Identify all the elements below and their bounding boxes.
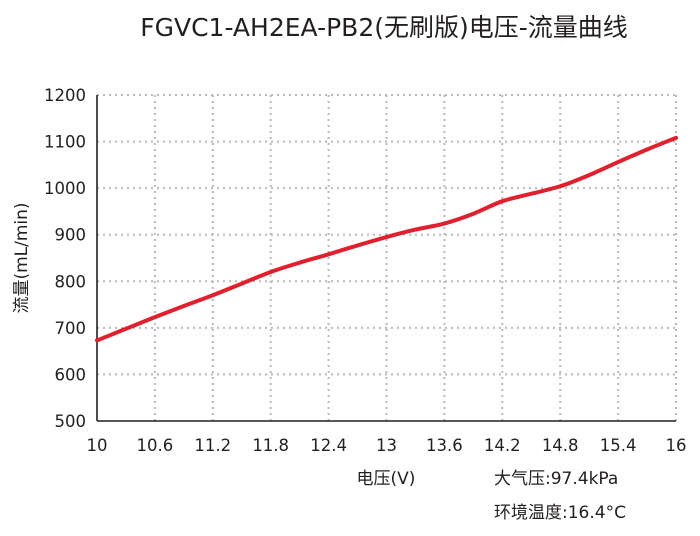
x-tick-label: 12.4: [310, 436, 347, 455]
x-tick-label: 11.2: [194, 436, 231, 455]
series-line: [95, 135, 678, 343]
x-tick-labels: 10 10.6 11.2 11.8 12.4 13 13.6 14.2 14.8 15.4 16: [87, 436, 687, 455]
y-tick-label: 800: [55, 272, 87, 291]
x-tick-label: 13: [376, 436, 397, 455]
y-tick-label: 700: [55, 319, 87, 338]
x-axis-label: 电压(V): [357, 469, 416, 489]
x-tick-label: 11.8: [252, 436, 289, 455]
x-tick-label: 16: [666, 436, 687, 455]
x-tick-label: 14.2: [484, 436, 521, 455]
y-tick-label: 1100: [44, 133, 86, 152]
y-tick-label: 600: [55, 365, 87, 384]
x-tick-label: 14.8: [542, 436, 579, 455]
x-tick-label: 10.6: [137, 436, 174, 455]
temperature-note: 环境温度:16.4°C: [494, 503, 626, 523]
y-tick-labels: 500 600 700 800 900 1000 1100 1200: [44, 86, 86, 431]
x-tick-label: 15.4: [600, 436, 637, 455]
y-axis-label: 流量(mL/min): [12, 202, 32, 313]
axes: [96, 95, 676, 422]
pressure-note: 大气压:97.4kPa: [494, 469, 618, 489]
y-tick-label: 1000: [44, 179, 86, 198]
y-tick-label: 500: [55, 412, 87, 431]
grid: [97, 94, 677, 421]
y-tick-label: 900: [55, 226, 87, 245]
x-tick-label: 13.6: [426, 436, 463, 455]
chart-title: FGVC1-AH2EA-PB2(无刷版)电压-流量曲线: [140, 13, 628, 42]
x-tick-label: 10: [87, 436, 108, 455]
y-tick-label: 1200: [44, 86, 86, 105]
